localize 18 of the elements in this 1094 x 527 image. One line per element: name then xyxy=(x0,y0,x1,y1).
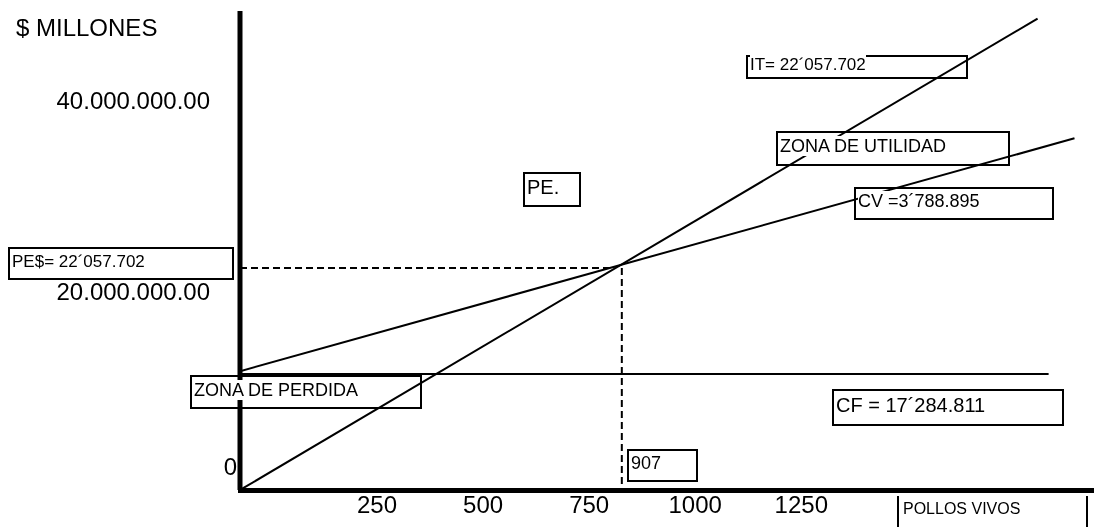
annotation: IT= 22´057.702 xyxy=(750,55,866,74)
x-tick-label: 500 xyxy=(463,491,504,519)
text: 20.000.000.00 xyxy=(56,278,210,305)
annotation: CV =3´788.895 xyxy=(858,191,980,211)
annotation: ZONA DE UTILIDAD xyxy=(780,136,947,156)
x-tick-label: 1000 xyxy=(668,491,722,519)
text: PE$= 22´057.702 xyxy=(12,252,145,271)
annotation: ZONA DE PERDIDA xyxy=(194,380,359,400)
x-tick-label: 250 xyxy=(357,491,398,519)
annotation: PE. xyxy=(527,176,560,198)
annotation: CF = 17´284.811 xyxy=(836,394,986,416)
x-tick-label: 750 xyxy=(569,491,610,519)
x-axis-title: POLLOS VIVOS xyxy=(897,496,1088,527)
text: 0 xyxy=(223,453,237,480)
y-axis-title: $ MILLONES xyxy=(16,14,158,42)
text: 40.000.000.00 xyxy=(56,87,210,114)
annotation: 907 xyxy=(631,453,662,473)
x-tick-label: 1250 xyxy=(774,491,828,519)
